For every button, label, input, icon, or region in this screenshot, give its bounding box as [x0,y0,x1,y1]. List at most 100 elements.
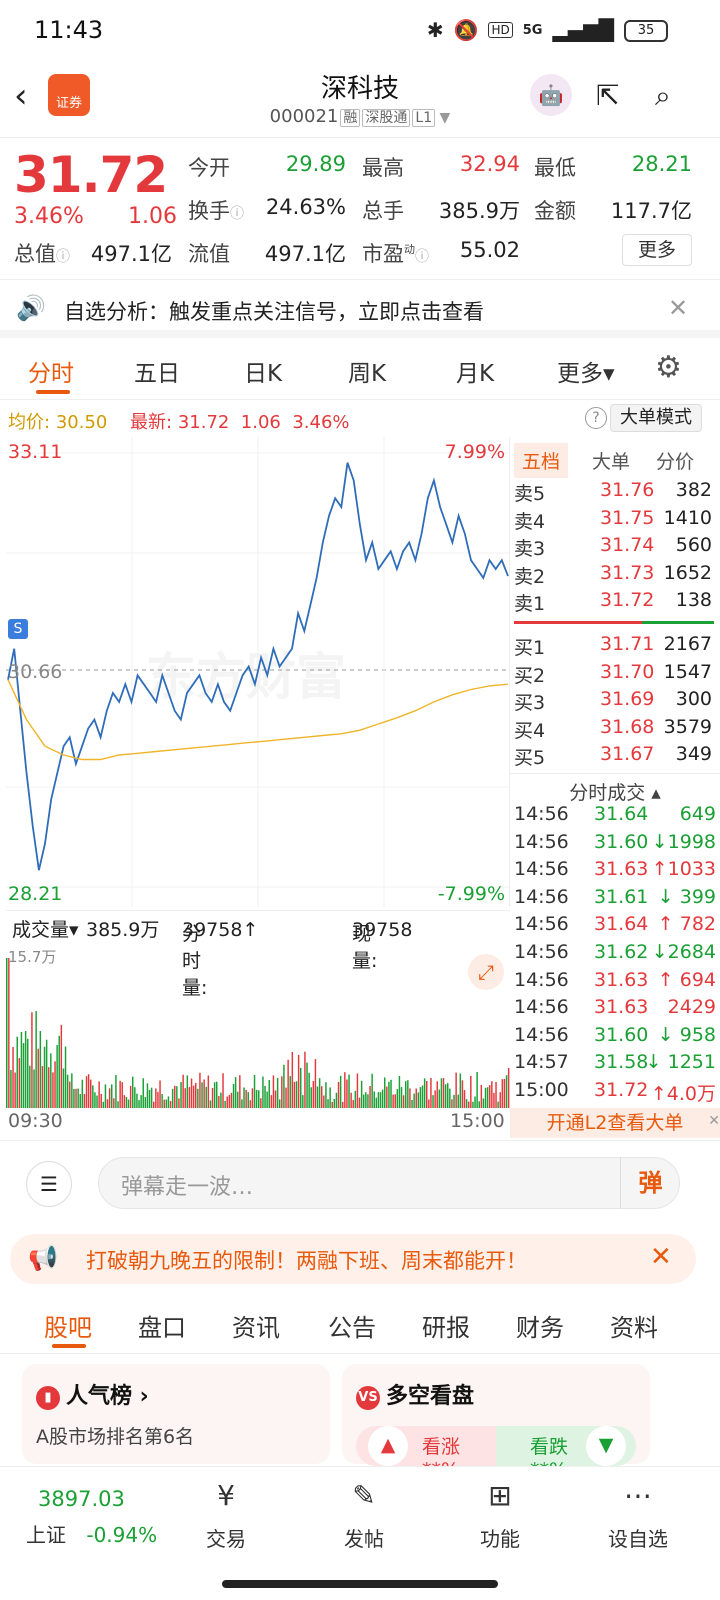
close-icon[interactable]: ✕ [668,294,689,322]
tab-daily-k[interactable]: 日K [244,361,283,387]
tab-announcements[interactable]: 公告 [328,1314,376,1342]
gear-icon[interactable]: ⚙ [655,350,682,385]
buy-level-row[interactable]: 买5 31.67 349 [514,743,716,770]
tick-volume: ↑4.0万 [650,1083,716,1105]
tick-price: 31.64 [594,803,649,825]
tab-five-day[interactable]: 五日 [134,361,180,387]
more-quote-button[interactable]: 更多 [622,234,692,266]
volume-bar [153,1101,155,1108]
volume-bar [232,1084,235,1108]
ticks-header[interactable]: 分时成交 ▴ [510,773,720,805]
tab-more[interactable]: 更多▾ [557,361,615,387]
tab-price-dist[interactable]: 分价 [656,451,695,473]
promo-text[interactable]: 打破朝九晚五的限制！两融下班、周末都能开！ [86,1249,527,1273]
tab-financials[interactable]: 财务 [516,1314,564,1342]
expand-icon[interactable]: ⤢ [468,954,504,990]
volume-bar [161,1094,163,1108]
volume-bar [348,1074,350,1108]
notice-text[interactable]: 自选分析：触发重点关注信号，立即点击查看 [64,300,484,324]
sell-level-row[interactable]: 卖3 31.74 560 [514,534,716,561]
volume-bar [304,1051,306,1108]
tab-weekly-k[interactable]: 周K [348,361,387,387]
intraday-chart[interactable]: 东方财富 33.11 30.66 28.21 7.99% -7.99% S [6,437,510,907]
danmaku-input[interactable]: 弹幕走一波… [98,1157,680,1209]
avg-price: 均价: 30.50 [8,412,108,433]
tick-time: 14:56 [514,885,569,908]
volume-bar [417,1092,420,1108]
close-icon[interactable]: ✕ [650,1242,672,1272]
low-label: 最低 [534,156,576,180]
buy-level-row[interactable]: 买3 31.69 300 [514,688,716,715]
buy-level-row[interactable]: 买2 31.70 1547 [514,661,716,688]
nav-trade[interactable]: ¥ 交易 [176,1479,276,1552]
nav-post[interactable]: ✎ 发帖 [314,1479,414,1552]
tab-handicap[interactable]: 盘口 [138,1314,186,1342]
volume-bar [325,1082,327,1108]
buy-level-label: 买4 [514,719,546,742]
tab-forum[interactable]: 股吧 [44,1314,92,1342]
promo-banner[interactable]: 📢 打破朝九晚五的限制！两融下班、周末都能开！ ✕ [10,1234,696,1284]
arrow-down-icon[interactable]: ▼ [586,1426,626,1466]
volume-bar [144,1097,147,1108]
back-icon[interactable]: ‹ [14,76,28,116]
volume-bar [291,1051,294,1108]
notice-banner[interactable]: 🔊 自选分析：触发重点关注信号，立即点击查看 ✕ [0,282,720,338]
volume-bar [224,1100,226,1108]
tab-news[interactable]: 资讯 [232,1314,280,1342]
danmaku-toggle-button[interactable]: 弹 [620,1157,680,1209]
danmaku-settings-icon[interactable]: ☰ [26,1161,72,1207]
tab-five-levels[interactable]: 五档 [514,443,569,478]
volume-bar [16,1036,18,1108]
tab-profile[interactable]: 资料 [610,1314,658,1342]
nav-functions[interactable]: ⊞ 功能 [450,1479,550,1552]
assistant-avatar-icon[interactable]: 🤖 [530,74,572,116]
brokerage-logo[interactable]: 证券 [48,74,90,116]
close-icon[interactable]: ✕ [708,1113,720,1129]
volume-bar [428,1099,430,1108]
l2-upgrade-button[interactable]: 开通L2查看大单 ✕ [510,1108,720,1138]
tab-big-orders[interactable]: 大单 [592,451,631,473]
help-icon[interactable]: ? [585,407,607,429]
y-tick-high: 33.11 [8,441,63,463]
volume-bar [6,958,8,1108]
search-icon[interactable]: ⌕ [655,79,671,112]
x-tick-close: 15:00 [450,1110,505,1132]
sell-level-row[interactable]: 卖5 31.76 382 [514,479,716,506]
volume-bar [377,1092,380,1108]
volume-bar [62,1068,65,1108]
buy-level-row[interactable]: 买1 31.71 2167 [514,633,716,660]
tick-volume: ↑1033 [651,858,716,881]
buy-level-volume: 3579 [663,715,712,738]
tab-monthly-k[interactable]: 月K [456,361,495,387]
s-badge-icon[interactable]: S [8,619,28,639]
arrow-up-icon[interactable]: ▲ [368,1426,408,1466]
bluetooth-icon: ✱ [426,18,444,42]
volume-bar [440,1078,443,1108]
index-widget[interactable]: 3897.03 上证 -0.94% [26,1479,157,1548]
volume-max-label: 15.7万 [8,948,57,966]
popularity-card[interactable]: ▮ 人气榜 › A股市场排名第6名 [22,1364,330,1464]
volume-bar [56,1045,58,1108]
volume-chart[interactable]: 15.7万 ⤢ [6,942,510,1108]
volume-selector[interactable]: 成交量▾ [12,919,79,941]
buy-level-row[interactable]: 买4 31.68 3579 [514,716,716,743]
volume-bar [346,1079,348,1108]
sell-level-row[interactable]: 卖4 31.75 1410 [514,507,716,534]
volume-bar [371,1073,373,1108]
share-icon[interactable]: ⇱ [596,79,620,112]
sell-level-price: 31.75 [600,506,655,529]
home-indicator[interactable] [222,1580,498,1588]
volume-bar [102,1101,105,1108]
tab-intraday[interactable]: 分时 [28,361,74,387]
volume-bar [237,1091,239,1108]
sell-level-row[interactable]: 卖2 31.73 1652 [514,562,716,589]
tick-price: 31.63 [594,996,649,1019]
pe-value: 55.02 [459,238,520,262]
sell-level-row[interactable]: 卖1 31.72 138 [514,589,716,616]
stock-code-line[interactable]: 000021 融深股通 L1 ▼ [0,106,720,127]
tab-research[interactable]: 研报 [422,1314,470,1342]
nav-watchlist-settings[interactable]: ⋯ 设自选 [588,1479,688,1552]
volume-bar [239,1075,241,1108]
big-order-mode-button[interactable]: 大单模式 [610,404,702,432]
